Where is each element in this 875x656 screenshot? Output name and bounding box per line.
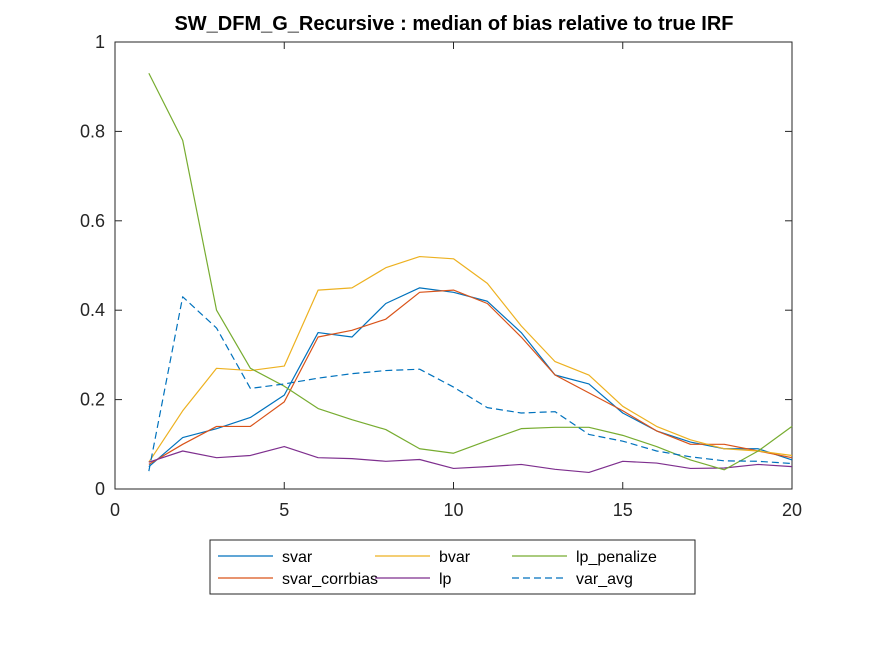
- series-line-svar-corrbias: [148, 289, 793, 465]
- x-tick-label: 0: [110, 500, 120, 520]
- y-tick-label: 1: [95, 32, 105, 52]
- plot-axes: 0 5 10 15 20 0 0.2 0.4 0.6 0.8 1: [80, 32, 802, 520]
- x-tick-label: 5: [279, 500, 289, 520]
- series-line-lp: [148, 445, 793, 474]
- legend-label-svar-corrbias: svar_corrbias: [282, 571, 378, 588]
- plot-area-box: [114, 41, 793, 490]
- y-tick-label: 0.2: [80, 390, 105, 410]
- legend-label-lp: lp: [439, 571, 452, 588]
- y-tick-label: 0.4: [80, 300, 105, 320]
- legend-label-svar: svar: [282, 549, 313, 566]
- x-tick-label: 10: [443, 500, 463, 520]
- series-line-bvar: [148, 255, 793, 463]
- legend-label-bvar: bvar: [439, 549, 471, 566]
- series-line-var-avg: [148, 296, 793, 472]
- y-tick-label: 0: [95, 479, 105, 499]
- series-line-lp-penalize: [148, 73, 793, 471]
- chart-title: SW_DFM_G_Recursive : median of bias rela…: [174, 13, 733, 35]
- legend-box: [209, 539, 696, 595]
- y-tick-label: 0.6: [80, 211, 105, 231]
- legend-label-lp-penalize: lp_penalize: [576, 549, 657, 566]
- plot-series: [148, 73, 793, 474]
- legend: svar bvar lp_penalize svar_corrbias lp var_av…: [209, 539, 696, 595]
- x-tick-label: 15: [613, 500, 633, 520]
- x-tick-label: 20: [782, 500, 802, 520]
- y-tick-label: 0.8: [80, 121, 105, 141]
- legend-label-var-avg: var_avg: [576, 571, 633, 588]
